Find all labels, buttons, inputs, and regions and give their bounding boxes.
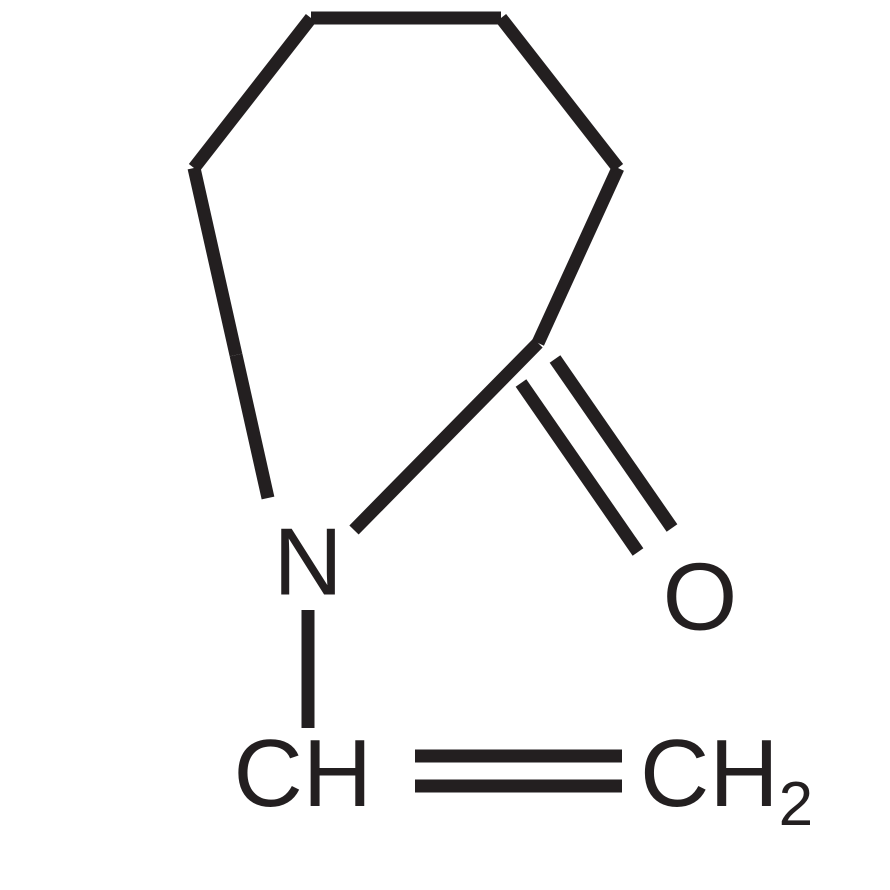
atom-ch2-label: CH2 [640,720,813,839]
bond-c2-o-a [555,359,672,528]
bonds-group [194,18,672,786]
bond-ring-c5-c6 [194,18,311,168]
bond-ring-n-c2 [354,343,538,530]
bond-c2-o-b [521,383,638,552]
atom-ch-label: CH [233,720,372,827]
bond-ring-c2-c3 [538,168,618,343]
bond-ring-c6-c7 [194,168,236,355]
bond-ring-c3-c4 [501,18,618,168]
atom-o-label: O [663,544,738,651]
bond-ring-c7-n [236,355,268,498]
molecule-diagram: N O CH CH2 [0,0,890,890]
atom-n-label: N [273,509,342,616]
